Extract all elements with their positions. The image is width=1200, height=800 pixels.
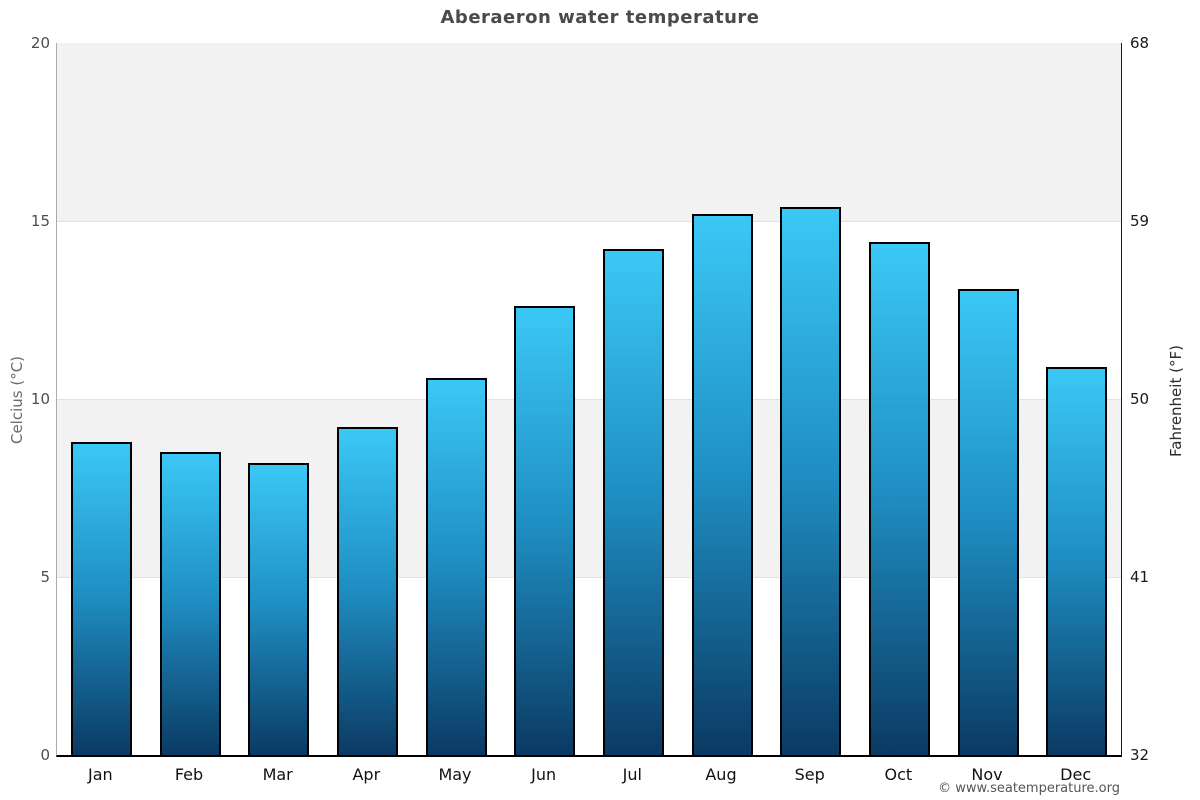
background-band — [57, 43, 1121, 221]
x-tick-label: Feb — [174, 765, 204, 784]
bar-nov — [957, 288, 1019, 755]
y-tick-label-fahrenheit: 68 — [1130, 34, 1150, 52]
y-tick-label-fahrenheit: 50 — [1130, 390, 1150, 408]
x-tick-label: Dec — [1060, 765, 1092, 784]
y-tick-label-celsius: 20 — [30, 34, 50, 52]
copyright-notice: © www.seatemperature.org — [938, 781, 1120, 796]
y-tick-label-celsius: 5 — [40, 568, 50, 586]
bar-sep — [780, 206, 842, 755]
x-tick-label: Oct — [884, 765, 913, 784]
x-tick-label: Mar — [262, 765, 293, 784]
bar-jun — [514, 306, 576, 755]
y-tick-label-fahrenheit: 59 — [1130, 212, 1150, 230]
x-tick-label: Sep — [794, 765, 825, 784]
y-tick-label-celsius: 0 — [40, 746, 50, 764]
bar-dec — [1046, 366, 1108, 755]
chart-title: Aberaeron water temperature — [440, 7, 760, 28]
y-tick-label-fahrenheit: 32 — [1130, 746, 1150, 764]
bar-may — [425, 377, 487, 755]
x-tick-label: May — [438, 765, 472, 784]
x-tick-label: Nov — [971, 765, 1003, 784]
y-tick-label-celsius: 10 — [30, 390, 50, 408]
bar-feb — [159, 452, 221, 755]
x-tick-label: Jun — [531, 765, 557, 784]
y-tick-label-fahrenheit: 41 — [1130, 568, 1150, 586]
bar-oct — [868, 242, 930, 755]
bar-jan — [70, 441, 132, 755]
bar-apr — [336, 427, 398, 755]
x-tick-label: Jan — [87, 765, 113, 784]
plot-area — [56, 43, 1122, 757]
bar-mar — [248, 463, 310, 755]
bar-aug — [691, 213, 753, 755]
x-tick-label: Apr — [352, 765, 381, 784]
background-band — [57, 399, 1121, 577]
gridline — [57, 577, 1121, 578]
gridline — [57, 221, 1121, 222]
x-tick-label: Jul — [622, 765, 642, 784]
bar-jul — [602, 249, 664, 755]
gridline — [57, 399, 1121, 400]
x-tick-label: Aug — [705, 765, 737, 784]
y-tick-label-celsius: 15 — [30, 212, 50, 230]
